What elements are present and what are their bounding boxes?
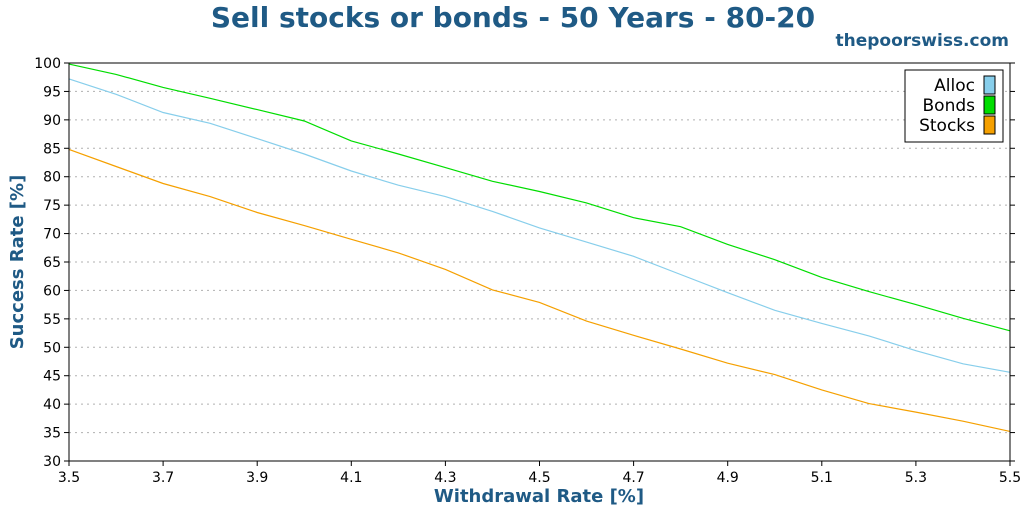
chart-title: Sell stocks or bonds - 50 Years - 80-20 <box>211 1 815 34</box>
x-axis-ticks: 3.5 3.7 3.9 4.1 4.3 4.5 4.7 4.9 5.1 5.3 5.5 <box>58 461 1021 486</box>
x-tick-label: 4.3 <box>434 470 456 486</box>
y-tick-label: 95 <box>43 84 61 100</box>
legend-label-stocks: Stocks <box>919 116 975 136</box>
series-lines <box>68 63 1011 432</box>
legend-swatch-bonds <box>983 95 996 115</box>
y-tick-label: 75 <box>43 198 61 214</box>
y-tick-label: 50 <box>43 340 61 356</box>
y-tick-label: 45 <box>43 369 61 385</box>
y-tick-label: 80 <box>43 170 61 186</box>
x-tick-label: 3.7 <box>152 470 174 486</box>
series-line-alloc <box>68 78 1011 373</box>
legend-swatch-stocks <box>983 115 996 135</box>
y-tick-label: 65 <box>43 255 61 271</box>
y-tick-label: 55 <box>43 312 61 328</box>
legend-label-bonds: Bonds <box>923 96 976 116</box>
series-line-stocks <box>68 148 1011 432</box>
legend-swatch-alloc <box>983 75 996 95</box>
y-axis-label: Success Rate [%] <box>7 175 28 350</box>
x-axis-label: Withdrawal Rate [%] <box>434 486 644 507</box>
y-tick-label: 35 <box>43 426 61 442</box>
watermark: thepoorswiss.com <box>836 31 1010 51</box>
legend-label-alloc: Alloc <box>934 76 975 96</box>
x-tick-label: 4.9 <box>717 470 739 486</box>
y-tick-label: 30 <box>43 454 61 470</box>
y-tick-label: 60 <box>43 283 61 299</box>
x-tick-label: 5.5 <box>999 470 1021 486</box>
x-tick-label: 4.7 <box>622 470 644 486</box>
grid-lines <box>69 90 1010 434</box>
x-tick-label: 3.5 <box>58 470 80 486</box>
y-tick-label: 40 <box>43 397 61 413</box>
y-tick-label: 85 <box>43 141 61 157</box>
y-axis-ticks: 30 35 40 45 50 55 60 65 70 75 80 85 90 95 100 <box>34 56 1015 470</box>
x-tick-label: 3.9 <box>246 470 268 486</box>
series-line-bonds <box>68 63 1011 332</box>
x-tick-label: 4.5 <box>528 470 550 486</box>
x-tick-label: 5.1 <box>811 470 833 486</box>
x-tick-label: 4.1 <box>340 470 362 486</box>
y-tick-label: 100 <box>34 56 61 72</box>
x-tick-label: 5.3 <box>905 470 927 486</box>
y-tick-label: 70 <box>43 227 61 243</box>
y-tick-label: 90 <box>43 113 61 129</box>
